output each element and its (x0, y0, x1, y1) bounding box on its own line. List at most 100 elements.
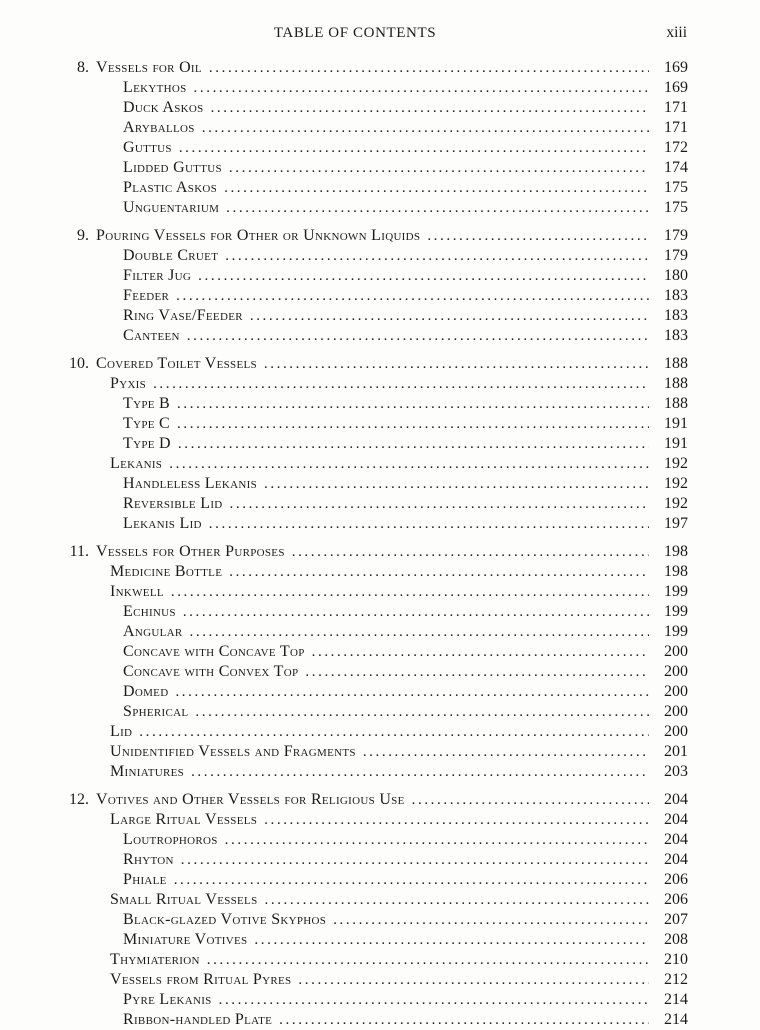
toc-entry-row: Vessels from Ritual Pyres 212 (65, 970, 688, 990)
dot-leader (412, 790, 649, 810)
toc-entry-row: Concave with Convex Top 200 (65, 662, 688, 682)
toc-chapter-row: 9. Pouring Vessels for Other or Unknown L… (65, 226, 688, 246)
toc-entry-row: Type C 191 (65, 414, 688, 434)
toc-entry-row: Loutrophoros 204 (65, 830, 688, 850)
entry-page-number: 171 (664, 119, 688, 136)
entry-page-number: 204 (664, 811, 688, 828)
entry-label: Unidentified Vessels and Fragments (110, 743, 356, 760)
entry-page-number: 210 (664, 951, 688, 968)
entry-page-number: 183 (664, 287, 688, 304)
entry-label: Lidded Guttus (123, 159, 222, 176)
toc-entry-row: Plastic Askos 175 (65, 178, 688, 198)
toc-entry-row: Duck Askos 171 (65, 98, 688, 118)
chapter-page-number: 188 (664, 355, 688, 372)
toc-entry-row: Type B 188 (65, 394, 688, 414)
entry-page-number: 175 (664, 199, 688, 216)
dot-leader (181, 850, 649, 870)
entry-label: Concave with Concave Top (123, 643, 305, 660)
toc-entry-row: Ring Vase/Feeder 183 (65, 306, 688, 326)
dot-leader (305, 662, 649, 682)
entry-label: Loutrophoros (123, 831, 218, 848)
entry-page-number: 200 (664, 663, 688, 680)
dot-leader (175, 682, 649, 702)
entry-page-number: 200 (664, 683, 688, 700)
toc-entry-row: Lid 200 (65, 722, 688, 742)
toc-entry-row: Miniatures 203 (65, 762, 688, 782)
entry-label: Domed (123, 683, 169, 700)
entry-page-number: 200 (664, 723, 688, 740)
toc-entry-row: Miniature Votives 208 (65, 930, 688, 950)
entry-label: Reversible Lid (123, 495, 223, 512)
entry-page-number: 179 (664, 247, 688, 264)
toc-chapter-row: 11. Vessels for Other Purposes 198 (65, 542, 688, 562)
dot-leader (254, 930, 649, 950)
chapter-title: Vessels for Oil (96, 59, 202, 76)
toc-entry-row: Reversible Lid 192 (65, 494, 688, 514)
entry-label: Ribbon-handled Plate (123, 1011, 273, 1028)
entry-label: Handleless Lekanis (123, 475, 258, 492)
entry-label: Spherical (123, 703, 189, 720)
dot-leader (177, 394, 649, 414)
toc-entry-row: Aryballos 171 (65, 118, 688, 138)
dot-leader (190, 622, 650, 642)
dot-leader (333, 910, 649, 930)
entry-label: Large Ritual Vessels (110, 811, 258, 828)
dot-leader (298, 970, 649, 990)
dot-leader (264, 810, 649, 830)
chapter-page-number: 198 (664, 543, 688, 560)
entry-page-number: 199 (664, 623, 688, 640)
dot-leader (211, 98, 649, 118)
entry-label: Thymiaterion (110, 951, 200, 968)
entry-page-number: 206 (664, 871, 688, 888)
entry-label: Concave with Convex Top (123, 663, 299, 680)
entry-label: Miniatures (110, 763, 185, 780)
entry-page-number: 207 (664, 911, 688, 928)
toc-entry-row: Phiale 206 (65, 870, 688, 890)
toc-entry-row: Double Cruet 179 (65, 246, 688, 266)
entry-label: Type C (123, 415, 171, 432)
dot-leader (229, 158, 649, 178)
entry-page-number: 191 (664, 415, 688, 432)
entry-page-number: 171 (664, 99, 688, 116)
chapter-title: Vessels for Other Purposes (96, 543, 285, 560)
chapter-title: Covered Toilet Vessels (96, 355, 257, 372)
entry-page-number: 191 (664, 435, 688, 452)
entry-page-number: 183 (664, 307, 688, 324)
entry-page-number: 204 (664, 831, 688, 848)
entry-page-number: 199 (664, 583, 688, 600)
dot-leader (279, 1010, 649, 1030)
dot-leader (209, 58, 649, 78)
chapter-number: 11. (69, 543, 89, 560)
dot-leader (176, 286, 649, 306)
entry-label: Unguentarium (123, 199, 220, 216)
entry-page-number: 201 (664, 743, 688, 760)
dot-leader (250, 306, 649, 326)
dot-leader (209, 514, 649, 534)
entry-page-number: 203 (664, 763, 688, 780)
toc-entry-row: Echinus 199 (65, 602, 688, 622)
dot-leader (225, 830, 649, 850)
chapter-page-number: 204 (664, 791, 688, 808)
entry-page-number: 214 (664, 1011, 688, 1028)
entry-page-number: 212 (664, 971, 688, 988)
dot-leader (191, 762, 649, 782)
entry-page-number: 175 (664, 179, 688, 196)
toc-entry-row: Unguentarium 175 (65, 198, 688, 218)
entry-page-number: 199 (664, 603, 688, 620)
toc-entry-row: Pyre Lekanis 214 (65, 990, 688, 1010)
dot-leader (207, 950, 649, 970)
dot-leader (179, 138, 649, 158)
toc-chapter-row: 12. Votives and Other Vessels for Religio… (65, 790, 688, 810)
entry-page-number: 169 (664, 79, 688, 96)
dot-leader (195, 702, 649, 722)
entry-label: Type D (123, 435, 171, 452)
entry-label: Medicine Bottle (110, 563, 223, 580)
entry-label: Duck Askos (123, 99, 204, 116)
toc-entry-row: Filter Jug 180 (65, 266, 688, 286)
dot-leader (226, 198, 649, 218)
chapter-page-number: 179 (664, 227, 688, 244)
entry-label: Double Cruet (123, 247, 219, 264)
entry-page-number: 192 (664, 495, 688, 512)
dot-leader (427, 226, 649, 246)
dot-leader (178, 434, 649, 454)
